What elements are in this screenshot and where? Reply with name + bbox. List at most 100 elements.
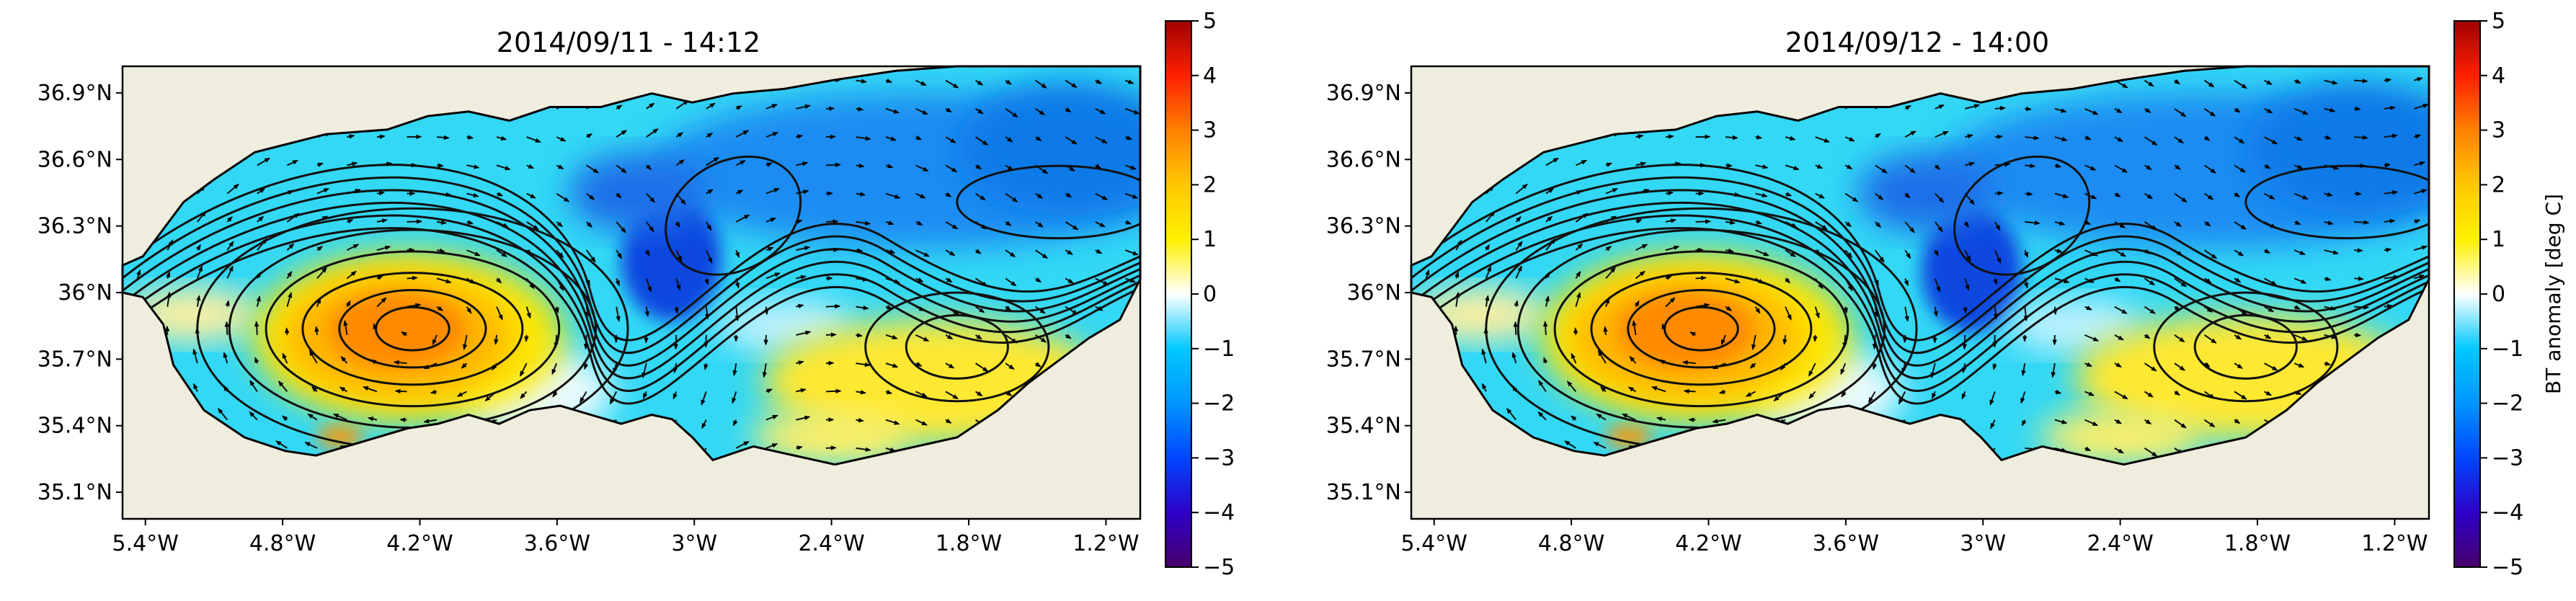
current-arrow [735, 190, 744, 195]
current-arrow [885, 192, 901, 199]
current-arrow [796, 161, 809, 166]
current-arrow [2324, 79, 2338, 85]
coastline [1410, 65, 2430, 466]
current-arrow [2234, 221, 2247, 230]
current-arrow [2144, 277, 2156, 286]
current-arrow [466, 249, 481, 257]
current-arrow [1994, 221, 2001, 231]
current-arrow [2144, 306, 2156, 314]
colorbar-tick-label: 3 [1203, 118, 1217, 143]
current-arrow [1481, 383, 1487, 392]
current-arrow [2144, 249, 2151, 254]
current-arrow [2174, 164, 2182, 170]
current-arrow [1635, 161, 1647, 166]
current-arrow [407, 303, 422, 308]
colorbar-right: 5 4 3 2 1 0 −1 −2 −3 −4 −5 BT anomaly [deg C] [2453, 9, 2565, 580]
current-arrow [2413, 161, 2426, 166]
current-arrow [1095, 136, 1108, 144]
cold-front-core [1921, 208, 2022, 333]
current-arrow [496, 192, 504, 197]
current-arrow [2264, 164, 2271, 169]
current-arrow [1712, 362, 1726, 370]
current-arrow [856, 221, 871, 226]
ytick-label: 36.3°N [37, 214, 112, 239]
current-arrow [615, 277, 621, 287]
current-arrow [466, 164, 480, 169]
current-arrow [2324, 221, 2334, 226]
current-arrow [2054, 277, 2070, 284]
colorbar-left: 5 4 3 2 1 0 −1 −2 −3 −4 −5 [1165, 9, 1235, 580]
current-arrow [1035, 306, 1046, 314]
current-arrow [856, 248, 863, 253]
jet-streamline [1411, 227, 2429, 405]
current-arrow [249, 380, 258, 392]
current-arrow [2234, 306, 2248, 316]
current-arrow [825, 162, 841, 168]
current-arrow [2293, 249, 2306, 255]
current-arrow [1901, 362, 1906, 374]
current-arrow [1874, 249, 1885, 263]
current-arrow [316, 187, 330, 195]
current-arrow [332, 413, 347, 421]
current-arrow [343, 319, 348, 336]
colorbar-tick-label: 1 [2492, 227, 2505, 252]
xtick-label: 1.8°W [2224, 531, 2291, 556]
current-arrow [1005, 362, 1015, 370]
current-arrow [1035, 79, 1047, 89]
current-arrow [2054, 389, 2062, 394]
current-arrow [2114, 448, 2124, 454]
current-arrow [1754, 306, 1761, 314]
current-arrow [1904, 164, 1916, 174]
current-arrow [1964, 249, 1971, 262]
current-arrow [556, 164, 564, 169]
current-arrow [2293, 79, 2302, 84]
current-arrow [885, 419, 900, 425]
current-arrow [1992, 362, 1997, 370]
current-arrow [735, 160, 746, 166]
current-arrow [765, 218, 776, 223]
current-arrow [436, 277, 452, 284]
current-arrow [1065, 334, 1072, 339]
current-arrow [2084, 220, 2092, 226]
eastern-gyre-contour [2153, 291, 2339, 403]
current-arrow [520, 391, 528, 399]
xtick-label: 3.6°W [1813, 531, 1879, 556]
current-arrow [1989, 391, 1996, 406]
current-arrow [1621, 413, 1636, 421]
current-arrow [2413, 245, 2428, 251]
current-arrow [1065, 306, 1079, 315]
mixing-patch-centre [2005, 299, 2144, 353]
current-arrow [1506, 408, 1517, 421]
current-arrow [1035, 136, 1042, 142]
current-arrow [2203, 164, 2217, 174]
current-arrow [915, 391, 928, 398]
current-arrow [584, 362, 589, 370]
current-arrow [196, 265, 203, 279]
current-arrow [1065, 277, 1074, 284]
colorbar-tick-label: −2 [1203, 391, 1235, 417]
current-arrow [1481, 348, 1487, 364]
current-arrow [2054, 221, 2066, 226]
current-arrow [340, 355, 348, 364]
current-arrow [2264, 221, 2277, 228]
current-arrow [2174, 192, 2188, 202]
current-arrow [2084, 362, 2093, 368]
current-arrow [2203, 419, 2216, 427]
current-arrow [1695, 219, 1712, 224]
colorbar-tick-label: 3 [2492, 118, 2505, 143]
current-arrow [2264, 277, 2278, 286]
current-arrow [703, 362, 709, 370]
current-arrow [1904, 306, 1909, 322]
panel-title: 2014/09/11 - 14:12 [497, 27, 760, 58]
current-arrow [765, 246, 774, 251]
xtick-label: 2.4°W [798, 531, 864, 556]
panel-title: 2014/09/12 - 14:00 [1785, 27, 2049, 58]
current-arrow [1808, 362, 1816, 377]
current-arrow [556, 136, 567, 142]
current-arrow [2413, 77, 2423, 82]
current-arrow [1842, 334, 1847, 349]
current-arrow [2114, 419, 2123, 424]
current-arrow [2293, 107, 2309, 115]
current-arrow [1005, 391, 1013, 396]
current-arrow [2025, 163, 2036, 169]
